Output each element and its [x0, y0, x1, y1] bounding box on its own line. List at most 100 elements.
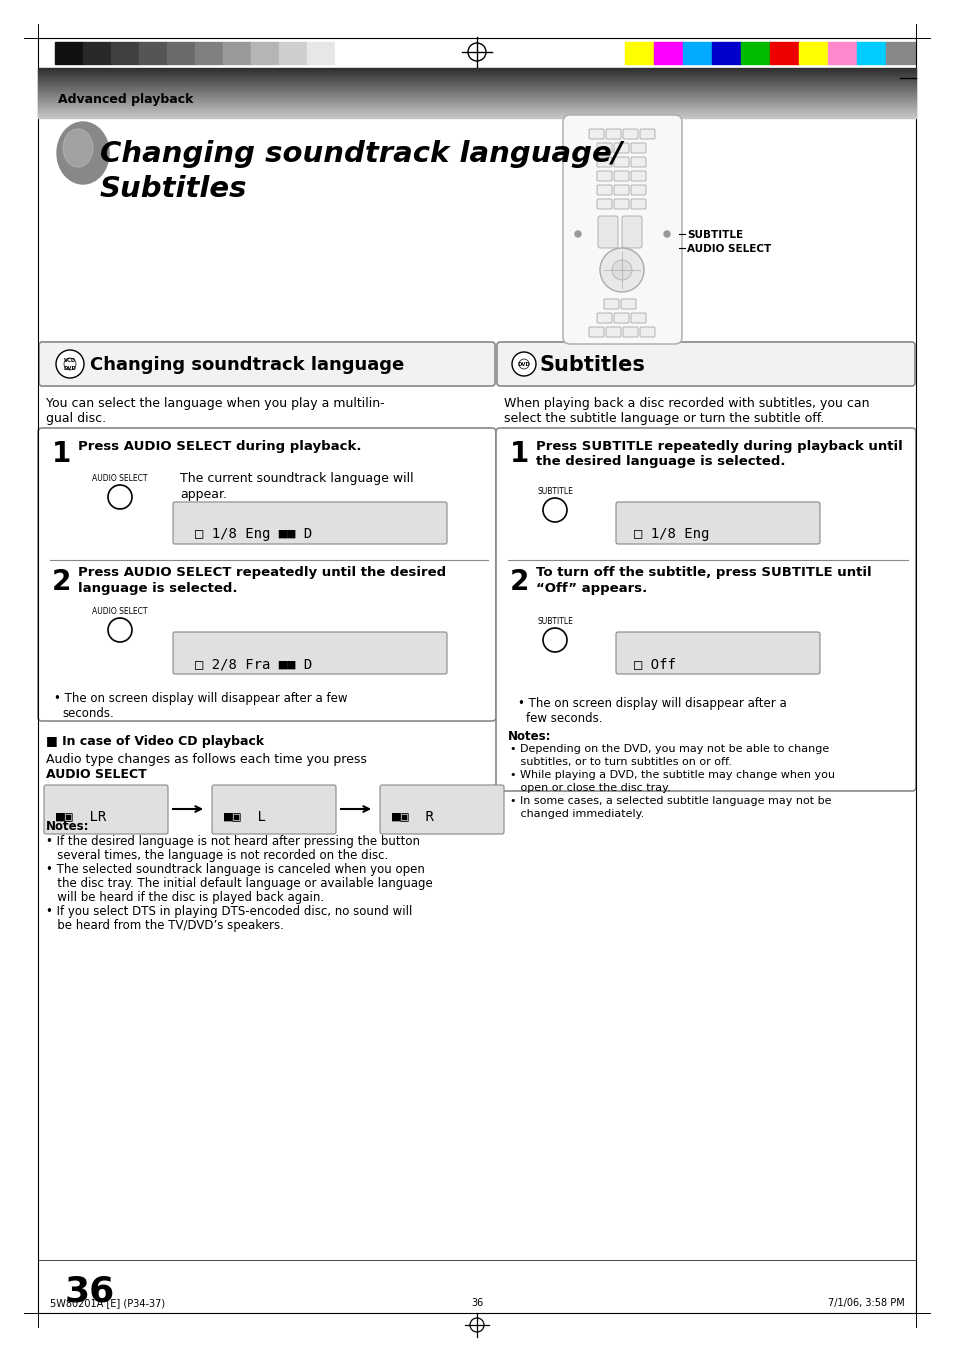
Text: will be heard if the disc is played back again.: will be heard if the disc is played back…: [46, 892, 324, 904]
Text: ■▣  R: ■▣ R: [392, 809, 434, 823]
Text: language is selected.: language is selected.: [78, 582, 237, 594]
Text: gual disc.: gual disc.: [46, 412, 106, 426]
Circle shape: [663, 231, 669, 236]
Text: SUBTITLE: SUBTITLE: [537, 486, 573, 496]
Ellipse shape: [57, 122, 109, 184]
FancyBboxPatch shape: [588, 327, 603, 336]
FancyBboxPatch shape: [620, 299, 636, 309]
FancyBboxPatch shape: [630, 172, 645, 181]
FancyBboxPatch shape: [614, 185, 628, 195]
Text: 1: 1: [510, 440, 529, 467]
Circle shape: [599, 249, 643, 292]
FancyBboxPatch shape: [622, 327, 638, 336]
FancyBboxPatch shape: [614, 157, 628, 168]
Text: SUBTITLE: SUBTITLE: [686, 230, 742, 240]
Bar: [278, 42, 307, 63]
Circle shape: [64, 358, 76, 370]
Text: AUDIO SELECT: AUDIO SELECT: [686, 245, 770, 254]
Circle shape: [612, 259, 631, 280]
Text: several times, the language is not recorded on the disc.: several times, the language is not recor…: [46, 848, 388, 862]
FancyBboxPatch shape: [597, 185, 612, 195]
Bar: [335, 42, 363, 63]
FancyBboxPatch shape: [630, 199, 645, 209]
Bar: [55, 42, 83, 63]
FancyBboxPatch shape: [614, 199, 628, 209]
FancyBboxPatch shape: [38, 428, 496, 721]
Text: the disc tray. The initial default language or available language: the disc tray. The initial default langu…: [46, 877, 433, 890]
FancyBboxPatch shape: [616, 503, 820, 544]
Text: Audio type changes as follows each time you press: Audio type changes as follows each time …: [46, 753, 367, 766]
Bar: [827, 42, 856, 63]
Circle shape: [108, 617, 132, 642]
Text: select the subtitle language or turn the subtitle off.: select the subtitle language or turn the…: [503, 412, 823, 426]
Text: • In some cases, a selected subtitle language may not be: • In some cases, a selected subtitle lan…: [510, 796, 831, 807]
Text: ■▣  L: ■▣ L: [224, 809, 266, 823]
Text: 2: 2: [52, 567, 71, 596]
FancyBboxPatch shape: [616, 632, 820, 674]
Text: “Off” appears.: “Off” appears.: [536, 582, 646, 594]
Circle shape: [56, 350, 84, 378]
Bar: [711, 42, 740, 63]
FancyBboxPatch shape: [622, 128, 638, 139]
Text: • Depending on the DVD, you may not be able to change: • Depending on the DVD, you may not be a…: [510, 744, 828, 754]
Text: • The on screen display will disappear after a: • The on screen display will disappear a…: [517, 697, 786, 711]
Text: Changing soundtrack language: Changing soundtrack language: [90, 357, 404, 374]
FancyBboxPatch shape: [597, 313, 612, 323]
FancyBboxPatch shape: [496, 428, 915, 790]
Text: • The selected soundtrack language is canceled when you open: • The selected soundtrack language is ca…: [46, 863, 424, 875]
FancyBboxPatch shape: [639, 327, 655, 336]
Circle shape: [542, 499, 566, 521]
Bar: [799, 42, 827, 63]
Bar: [885, 42, 914, 63]
Text: 1: 1: [52, 440, 71, 467]
Text: Advanced playback: Advanced playback: [58, 92, 193, 105]
Circle shape: [575, 231, 580, 236]
FancyBboxPatch shape: [630, 313, 645, 323]
FancyBboxPatch shape: [212, 785, 335, 834]
FancyBboxPatch shape: [379, 785, 503, 834]
FancyBboxPatch shape: [597, 143, 612, 153]
Text: 7/1/06, 3:58 PM: 7/1/06, 3:58 PM: [827, 1298, 904, 1308]
Text: • While playing a DVD, the subtitle may change when you: • While playing a DVD, the subtitle may …: [510, 770, 834, 780]
Bar: [223, 42, 251, 63]
Bar: [856, 42, 885, 63]
Text: seconds.: seconds.: [62, 707, 113, 720]
Bar: [682, 42, 711, 63]
FancyBboxPatch shape: [603, 299, 618, 309]
FancyBboxPatch shape: [630, 143, 645, 153]
Text: When playing back a disc recorded with subtitles, you can: When playing back a disc recorded with s…: [503, 397, 868, 409]
FancyBboxPatch shape: [598, 216, 618, 249]
Text: □ 1/8 Eng ■■ D: □ 1/8 Eng ■■ D: [194, 527, 312, 540]
Text: The current soundtrack language will: The current soundtrack language will: [180, 471, 414, 485]
Text: 2: 2: [510, 567, 529, 596]
Text: AUDIO SELECT: AUDIO SELECT: [92, 474, 148, 484]
Bar: [654, 42, 682, 63]
Text: DVD: DVD: [64, 366, 76, 370]
Text: □ 2/8 Fra ■■ D: □ 2/8 Fra ■■ D: [194, 657, 312, 671]
Bar: [139, 42, 167, 63]
Text: Press SUBTITLE repeatedly during playback until: Press SUBTITLE repeatedly during playbac…: [536, 440, 902, 453]
Text: □ 1/8 Eng: □ 1/8 Eng: [634, 527, 709, 540]
Text: 5W80201A [E] (P34-37): 5W80201A [E] (P34-37): [50, 1298, 165, 1308]
FancyBboxPatch shape: [597, 157, 612, 168]
Circle shape: [518, 359, 529, 369]
Text: Notes:: Notes:: [46, 820, 90, 834]
Text: 36: 36: [471, 1298, 482, 1308]
Bar: [307, 42, 335, 63]
Bar: [769, 42, 799, 63]
FancyBboxPatch shape: [621, 216, 641, 249]
FancyBboxPatch shape: [614, 313, 628, 323]
Text: subtitles, or to turn subtitles on or off.: subtitles, or to turn subtitles on or of…: [510, 757, 731, 767]
Text: the desired language is selected.: the desired language is selected.: [536, 455, 784, 467]
Bar: [194, 42, 223, 63]
Text: • The on screen display will disappear after a few: • The on screen display will disappear a…: [54, 692, 347, 705]
Circle shape: [108, 485, 132, 509]
Text: You can select the language when you play a multilin-: You can select the language when you pla…: [46, 397, 384, 409]
FancyBboxPatch shape: [605, 128, 620, 139]
FancyBboxPatch shape: [630, 185, 645, 195]
FancyBboxPatch shape: [497, 342, 914, 386]
Text: open or close the disc tray.: open or close the disc tray.: [510, 784, 670, 793]
FancyBboxPatch shape: [44, 785, 168, 834]
Text: 36: 36: [65, 1275, 115, 1309]
Text: changed immediately.: changed immediately.: [510, 809, 643, 819]
